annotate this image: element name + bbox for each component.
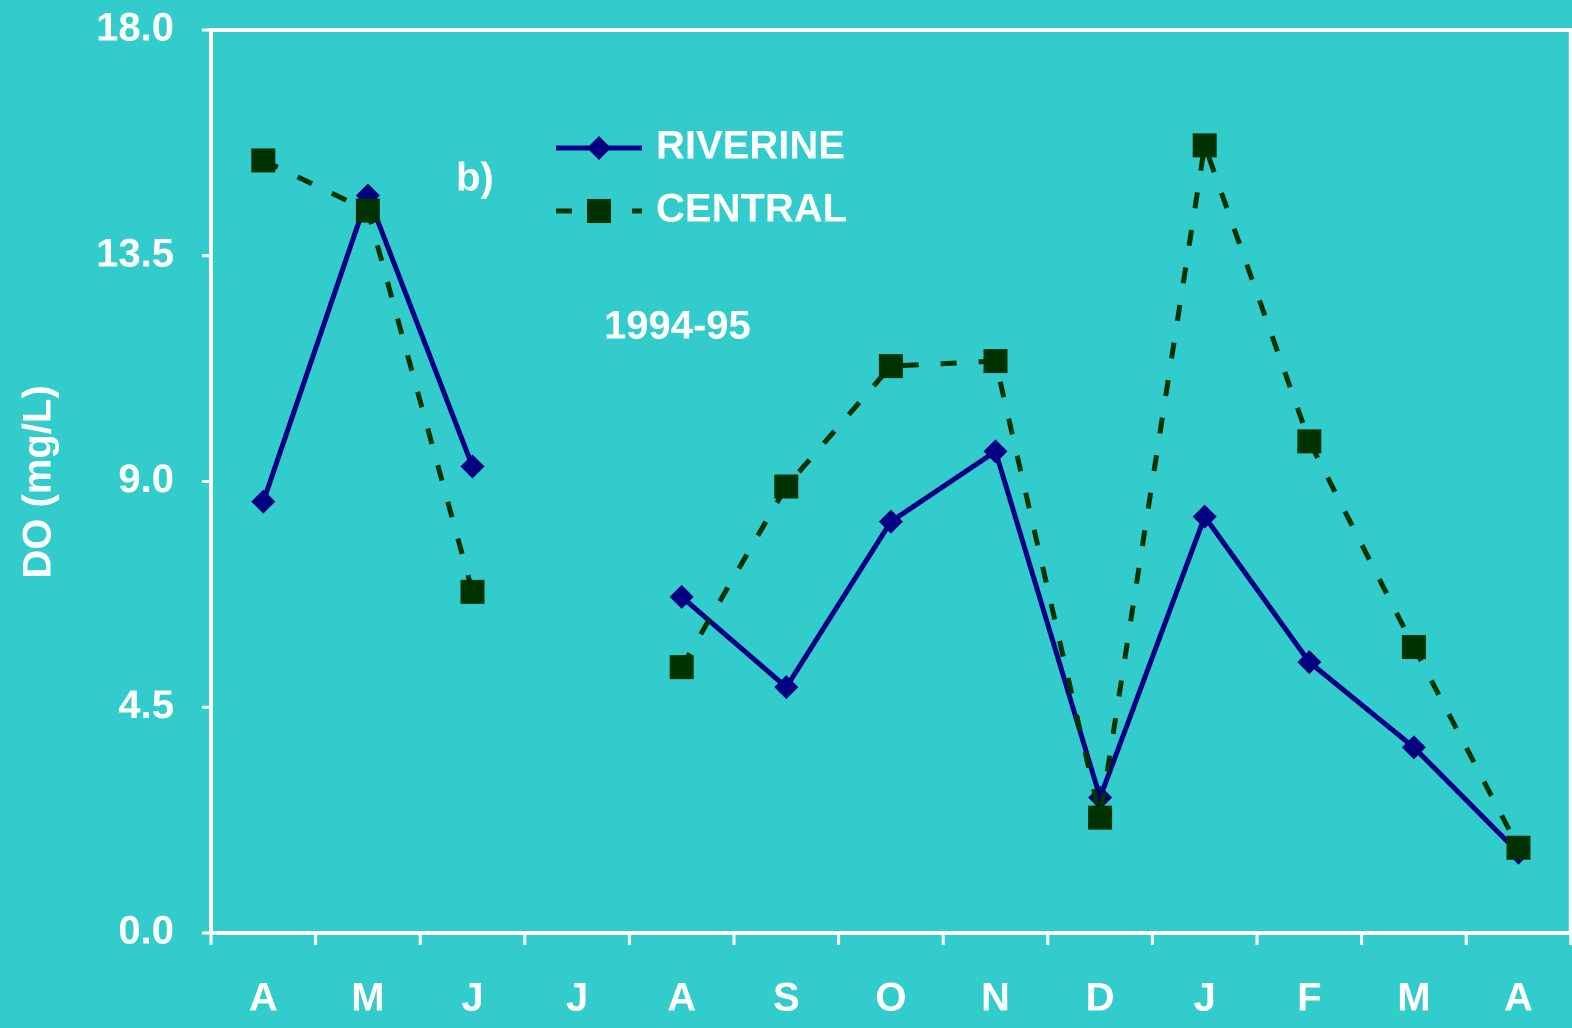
marker [251,489,276,514]
marker [774,474,799,499]
marker [1506,835,1531,860]
x-tick-label: D [1086,976,1115,1020]
x-tick-label: A [249,976,278,1020]
annotation: b) [456,156,494,200]
marker [774,675,799,700]
marker [1297,429,1322,454]
marker [1192,133,1217,158]
marker [460,579,485,604]
marker [669,655,694,680]
y-tick-label: 0.0 [118,909,174,953]
y-tick-label: 4.5 [118,683,174,727]
marker [460,454,485,479]
y-tick-label: 9.0 [118,457,174,501]
x-tick-label: M [1397,976,1430,1020]
y-tick-label: 18.0 [96,6,174,50]
marker [587,136,611,160]
y-axis-label: DO (mg/L) [16,385,60,578]
marker [1297,650,1322,675]
marker [1401,735,1426,760]
x-tick-label: J [1194,976,1216,1020]
y-tick-label: 13.5 [96,231,174,275]
marker [251,148,276,173]
x-tick-label: M [351,976,384,1020]
marker [878,354,903,379]
marker [669,584,694,609]
x-tick-label: A [667,976,696,1020]
legend-label: RIVERINE [656,124,845,168]
marker [355,198,380,223]
x-tick-label: F [1297,976,1321,1020]
marker [1192,504,1217,529]
x-tick-label: S [773,976,800,1020]
marker [983,439,1008,464]
marker [878,509,903,534]
x-tick-label: A [1504,976,1533,1020]
x-tick-label: J [566,976,588,1020]
x-tick-label: N [981,976,1010,1020]
legend-label: CENTRAL [656,187,847,231]
marker [1401,635,1426,660]
x-tick-label: O [875,976,906,1020]
marker [983,349,1008,374]
marker [587,199,611,223]
x-tick-label: J [461,976,483,1020]
marker [1088,805,1113,830]
annotation: 1994-95 [604,304,751,348]
